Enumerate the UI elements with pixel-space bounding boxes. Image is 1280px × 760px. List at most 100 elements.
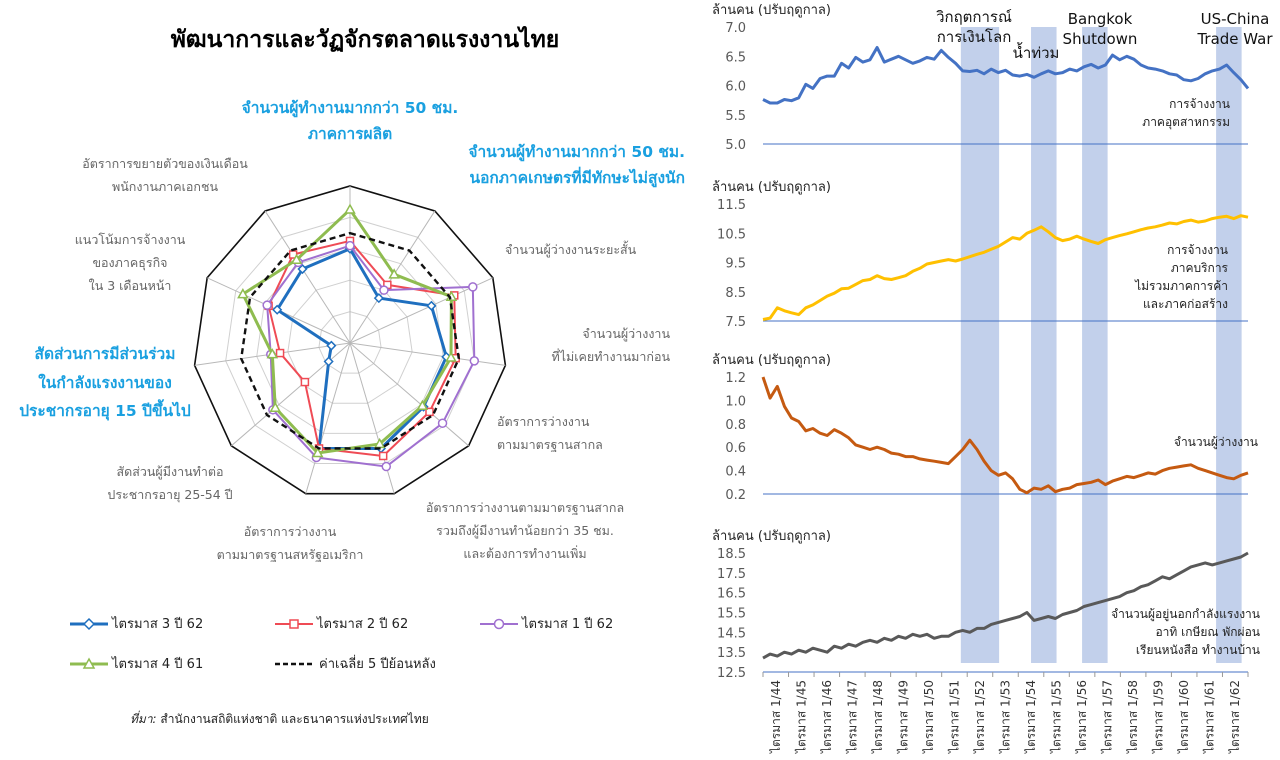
radar-point	[345, 240, 355, 251]
panel-note-services: การจ้างงาน	[1167, 243, 1228, 257]
y-tick-label: 1.0	[725, 394, 746, 409]
shaded-period	[1082, 27, 1108, 663]
x-tick-label: ไตรมาส 1/55	[1050, 680, 1064, 754]
legend-label: ไตรมาส 1 ปี 62	[522, 617, 614, 632]
source-prefix: ที่มา:	[130, 712, 157, 726]
radar-point	[323, 356, 334, 367]
shaded-period	[1031, 27, 1057, 663]
y-tick-label: 6.0	[725, 80, 746, 95]
legend-marker	[480, 618, 518, 629]
y-tick-label: 15.5	[717, 607, 746, 622]
panel-note-industry: การจ้างงาน	[1169, 97, 1230, 111]
legend-label: ไตรมาส 3 ปี 62	[112, 617, 204, 632]
radar-point	[269, 401, 282, 413]
panel-note-outside-labor: จำนวนผู้อยู่นอกกำลังแรงงาน	[1111, 607, 1260, 622]
series-line	[762, 46, 1250, 105]
radar-point	[326, 340, 337, 351]
radar-label-short-term-unemployed: จำนวนผู้ว่างงานระยะสั้น	[505, 238, 636, 261]
y-tick-label: 9.5	[725, 257, 746, 272]
y-tick-label: 18.5	[717, 547, 746, 562]
legend-label: ไตรมาส 4 ปี 61	[112, 657, 204, 672]
shade-label-trade-war: Trade War	[1196, 30, 1273, 48]
legend-marker	[70, 656, 108, 669]
y-tick-label: 0.2	[725, 488, 746, 503]
radar-label-line: นอกภาคเกษตรที่มีทักษะไม่สูงนัก	[469, 168, 685, 187]
radar-label-employment-ratio: สัดส่วนผู้มีงานทำต่อ ประชากรอายุ 25-54 ป…	[80, 460, 260, 506]
radar-series-line	[266, 244, 476, 468]
radar-point	[344, 203, 356, 214]
radar-label-hiring-outlook: แนวโน้มการจ้างงาน ของภาคธุรกิจ ใน 3 เดือ…	[60, 228, 200, 297]
radar-label-line: ภาคการผลิต	[307, 124, 393, 143]
y-tick-label: 7.5	[725, 315, 746, 330]
y-tick-label: 0.6	[725, 441, 746, 456]
shade-label-gfc: วิกฤตการณ์	[936, 8, 1012, 26]
y-tick-label: 14.5	[717, 626, 746, 641]
y-axis-label: ล้านคน (ปรับฤดูกาล)	[712, 529, 831, 544]
radar-label-line: ประชากรอายุ 15 ปีขึ้นไป	[19, 402, 191, 421]
shade-label-trade-war: US-China	[1201, 10, 1270, 28]
x-tick-label: ไตรมาส 1/49	[896, 680, 910, 754]
radar-label-line: สัดส่วนการมีส่วนร่วม	[34, 345, 176, 363]
radar-label-line: สัดส่วนผู้มีงานทำต่อ	[116, 464, 224, 479]
radar-series-line	[275, 247, 448, 450]
series-line	[762, 214, 1249, 321]
radar-point	[416, 399, 429, 410]
x-tick-label: ไตรมาส 1/52	[973, 680, 987, 754]
radar-label-unemployment-us: อัตราการว่างงาน ตามมาตรฐานสหรัฐอเมริกา	[200, 520, 380, 566]
radar-grid-ring	[318, 311, 382, 374]
panel-note-services: ไม่รวมภาคการค้า	[1134, 279, 1228, 293]
radar-point	[388, 268, 400, 279]
legend-label: ไตรมาส 2 ปี 62	[317, 617, 409, 632]
legend-item-q1-62: ไตรมาส 1 ปี 62	[480, 613, 613, 634]
radar-label-line: ตามมาตรฐานสหรัฐอเมริกา	[216, 547, 364, 563]
y-tick-label: 6.5	[725, 50, 746, 65]
y-tick-label: 16.5	[717, 587, 746, 602]
x-tick-label: ไตรมาส 1/53	[999, 680, 1013, 754]
radar-point	[311, 446, 324, 458]
shade-label-bangkok-shutdown: Shutdown	[1063, 30, 1138, 48]
panel-note-unemployed: จำนวนผู้ว่างงาน	[1174, 435, 1258, 450]
radar-label-line: อัตราการขยายตัวของเงินเดือน	[82, 156, 248, 171]
y-axis-label: ล้านคน (ปรับฤดูกาล)	[712, 353, 831, 368]
radar-label-never-worked: จำนวนผู้ว่างงาน ที่ไม่เคยทำงานมาก่อน	[500, 322, 670, 368]
x-tick-label: ไตรมาส 1/47	[845, 680, 859, 754]
radar-label-line: ตามมาตรฐานสากล	[497, 437, 603, 453]
shade-label-gfc: การเงินโลก	[937, 28, 1012, 46]
x-tick-label: ไตรมาส 1/44	[769, 680, 783, 754]
radar-spoke	[349, 342, 469, 447]
source-note: ที่มา: สำนักงานสถิติแห่งชาติ และธนาคารแห…	[130, 710, 429, 729]
panel-note-services: ภาคบริการ	[1171, 261, 1229, 275]
x-tick-label: ไตรมาส 1/50	[922, 680, 936, 754]
legend-marker	[70, 617, 108, 630]
radar-point	[445, 351, 457, 362]
radar-label-line: รวมถึงผู้มีงานทำน้อยกว่า 35 ชม.	[436, 523, 614, 539]
x-tick-label: ไตรมาส 1/58	[1126, 680, 1140, 754]
radar-chart	[193, 185, 507, 495]
radar-grid-ring	[193, 185, 507, 495]
page-title: พัฒนาการและวัฏจักรตลาดแรงงานไทย	[170, 27, 560, 53]
radar-label-line: จำนวนผู้ว่างงาน	[582, 326, 670, 341]
legend-label: ค่าเฉลี่ย 5 ปีย้อนหลัง	[319, 657, 436, 672]
radar-label-line: ในกำลังแรงงานของ	[38, 373, 172, 392]
radar-label-line: อัตราการว่างงาน	[497, 414, 590, 429]
legend-marker	[275, 618, 313, 629]
legend-item-q3-62: ไตรมาส 3 ปี 62	[70, 613, 203, 634]
x-tick-label: ไตรมาส 1/45	[794, 680, 808, 754]
radar-point	[300, 377, 310, 387]
radar-spoke	[264, 210, 351, 344]
radar-spoke	[349, 342, 506, 366]
x-tick-label: ไตรมาส 1/57	[1101, 680, 1115, 754]
legend-item-q2-62: ไตรมาส 2 ปี 62	[275, 613, 408, 634]
series-line	[762, 551, 1249, 660]
y-tick-label: 7.0	[725, 21, 746, 36]
radar-point	[262, 300, 272, 310]
legend-item-5yr-average: ค่าเฉลี่ย 5 ปีย้อนหลัง	[275, 653, 436, 674]
y-axis-label: ล้านคน (ปรับฤดูกาล)	[712, 180, 831, 195]
radar-point	[290, 253, 303, 265]
x-tick-label: ไตรมาส 1/61	[1203, 680, 1217, 754]
x-tick-label: ไตรมาส 1/48	[871, 680, 885, 754]
panel-note-outside-labor: เรียนหนังสือ ทำงานบ้าน	[1136, 643, 1260, 657]
shaded-period	[960, 27, 1000, 663]
radar-label-line: ใน 3 เดือนหน้า	[88, 278, 172, 294]
radar-label-line: จำนวนผู้ทำงานมากกว่า 50 ชม.	[241, 99, 459, 117]
